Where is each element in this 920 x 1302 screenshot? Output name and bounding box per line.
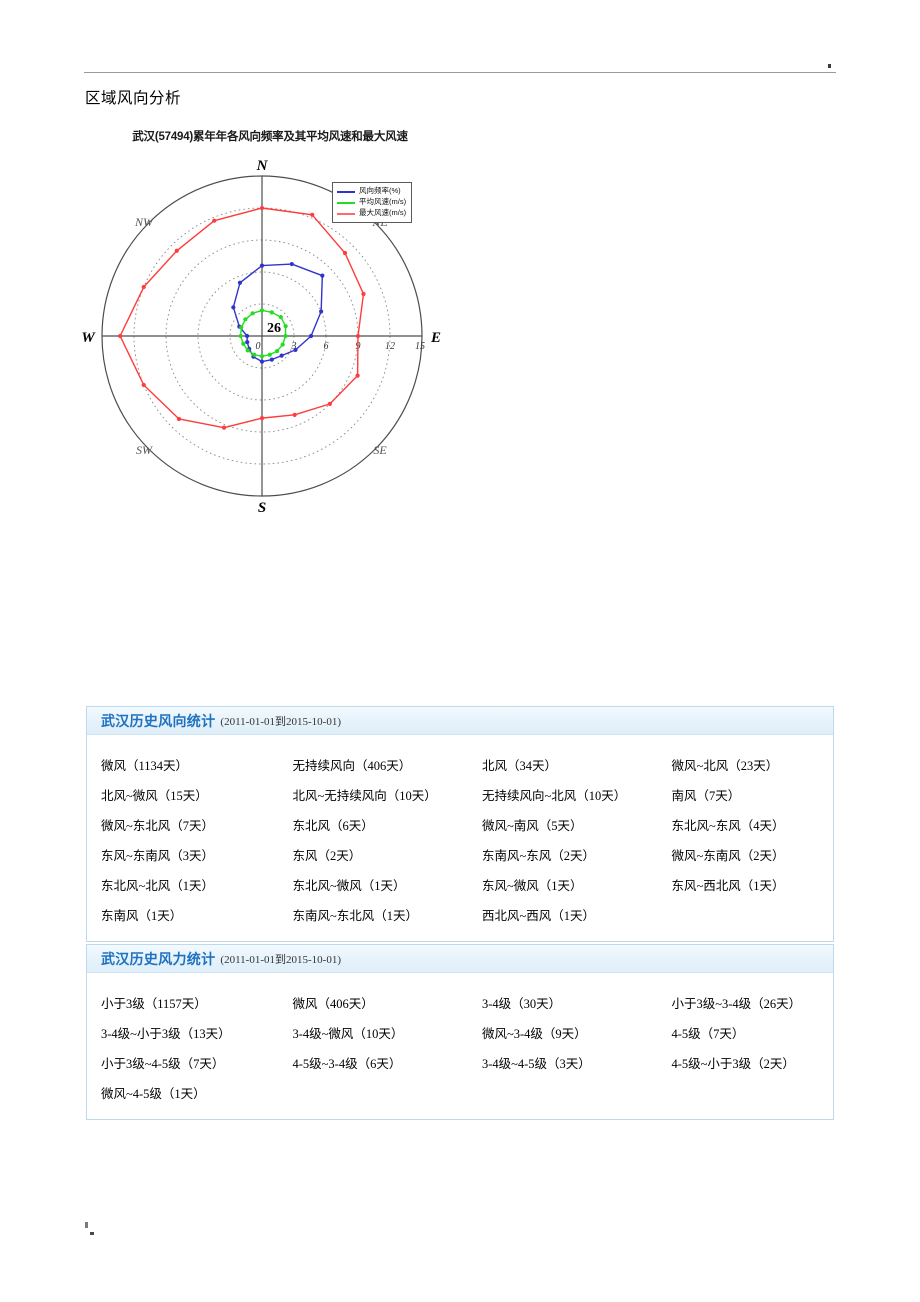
stat-cell: 北风~微风（15天） — [101, 788, 208, 803]
svg-text:3: 3 — [291, 341, 297, 352]
legend-label-avg-speed: 平均风速(m/s) — [359, 197, 407, 207]
panel-title-force: 武汉历史风力统计 — [101, 952, 216, 968]
page-header-rule — [84, 72, 836, 73]
wind-rose-figure: 武汉(57494)累年年各风向频率及其平均风速和最大风速 N S E W NE … — [60, 128, 480, 528]
stat-cell: 东北风（6天） — [292, 818, 374, 833]
stat-cell: 东风~东南风（3天） — [101, 848, 215, 863]
legend-swatch-avg-speed — [337, 201, 355, 204]
stat-cell: 小于3级（1157天） — [101, 996, 207, 1011]
wind-rose-plot: N S E W NE NW SE SW 0 3 6 9 12 15 26 风向频… — [60, 146, 480, 528]
svg-text:E: E — [430, 330, 441, 346]
svg-text:12: 12 — [385, 341, 395, 352]
svg-text:S: S — [258, 500, 266, 516]
stat-cell: 微风~4-5级（1天） — [101, 1086, 206, 1101]
legend-item-frequency: 风向频率(%) — [337, 186, 406, 197]
legend-item-max-speed: 最大风速(m/s) — [337, 208, 406, 219]
svg-text:W: W — [81, 330, 96, 346]
wind-direction-stats-panel: 武汉历史风向统计 (2011-01-01到2015-10-01) 微风（1134… — [86, 706, 834, 942]
stat-row: 3-4级~小于3级（13天） 3-4级~微风（10天） 微风~3-4级（9天） 4-5… — [87, 1017, 833, 1047]
stat-cell: 小于3级~3-4级（26天） — [671, 996, 802, 1011]
stat-cell: 北风（34天） — [481, 758, 557, 773]
stat-cell: 西北风~西风（1天） — [481, 908, 595, 923]
stat-row: 微风~东北风（7天） 东北风（6天） 微风~南风（5天） 东北风~东风（4天） — [87, 809, 833, 839]
stat-cell: 微风~南风（5天） — [481, 818, 583, 833]
panel-header-force: 武汉历史风力统计 (2011-01-01到2015-10-01) — [87, 945, 833, 973]
stat-cell: 4-5级~3-4级（6天） — [292, 1056, 402, 1071]
stat-cell: 微风~北风（23天） — [671, 758, 779, 773]
stat-cell: 东风~西北风（1天） — [671, 878, 785, 893]
stat-row: 小于3级~4-5级（7天） 4-5级~3-4级（6天） 3-4级~4-5级（3天） 4… — [87, 1047, 833, 1077]
stat-cell: 东北风~微风（1天） — [292, 878, 406, 893]
stat-cell: 微风~东北风（7天） — [101, 818, 215, 833]
stat-row: 北风~微风（15天） 北风~无持续风向（10天） 无持续风向~北风（10天） 南风（7… — [87, 779, 833, 809]
stat-cell: 3-4级（30天） — [481, 996, 562, 1011]
svg-text:NW: NW — [134, 215, 154, 229]
panel-title-direction: 武汉历史风向统计 — [101, 714, 216, 730]
svg-text:15: 15 — [415, 341, 425, 352]
stat-cell: 东北风~东风（4天） — [671, 818, 785, 833]
svg-text:SW: SW — [136, 443, 153, 457]
figure-title: 武汉(57494)累年年各风向频率及其平均风速和最大风速 — [132, 131, 408, 143]
rose-series-1 — [238, 308, 288, 359]
stat-cell: 3-4级~微风（10天） — [292, 1026, 404, 1041]
stat-cell: 微风（406天） — [292, 996, 374, 1011]
stat-cell: 4-5级（7天） — [671, 1026, 745, 1041]
panel-body-direction: 微风（1134天） 无持续风向（406天） 北风（34天） 微风~北风（23天） 北风~… — [87, 735, 833, 941]
stat-cell: 微风~3-4级（9天） — [481, 1026, 587, 1041]
stat-cell: 东风（2天） — [292, 848, 362, 863]
svg-text:0: 0 — [256, 341, 261, 352]
stat-row: 小于3级（1157天） 微风（406天） 3-4级（30天） 小于3级~3-4级（26… — [87, 987, 833, 1017]
legend-swatch-max-speed — [337, 212, 355, 215]
stat-cell: 东北风~北风（1天） — [101, 878, 215, 893]
svg-text:6: 6 — [324, 341, 329, 352]
panel-range-direction: (2011-01-01到2015-10-01) — [220, 715, 341, 728]
page-footer-mark-a — [85, 1222, 88, 1228]
stat-cell: 东风~微风（1天） — [481, 878, 583, 893]
svg-text:N: N — [256, 158, 269, 174]
stat-cell: 东南风~东北风（1天） — [292, 908, 418, 923]
stat-row: 东南风（1天） 东南风~东北风（1天） 西北风~西风（1天） — [87, 899, 833, 929]
stat-cell: 3-4级~小于3级（13天） — [101, 1026, 231, 1041]
stat-cell: 南风（7天） — [671, 788, 741, 803]
stat-cell: 3-4级~4-5级（3天） — [481, 1056, 591, 1071]
stat-row: 东北风~北风（1天） 东北风~微风（1天） 东风~微风（1天） 东风~西北风（1天） — [87, 869, 833, 899]
stat-cell: 微风（1134天） — [101, 758, 189, 773]
page-footer-mark-b — [90, 1232, 94, 1235]
legend-item-avg-speed: 平均风速(m/s) — [337, 197, 406, 208]
legend-swatch-frequency — [337, 190, 355, 193]
svg-text:SE: SE — [373, 443, 387, 457]
stat-cell: 东南风~东风（2天） — [481, 848, 595, 863]
stat-cell: 微风~东南风（2天） — [671, 848, 785, 863]
rose-series-2 — [118, 205, 366, 430]
stat-row: 微风（1134天） 无持续风向（406天） 北风（34天） 微风~北风（23天） — [87, 749, 833, 779]
panel-range-force: (2011-01-01到2015-10-01) — [220, 953, 341, 966]
page-header-mark — [828, 64, 831, 68]
stat-cell: 北风~无持续风向（10天） — [292, 788, 437, 803]
panel-header-direction: 武汉历史风向统计 (2011-01-01到2015-10-01) — [87, 707, 833, 735]
chart-legend: 风向频率(%) 平均风速(m/s) 最大风速(m/s) — [332, 182, 413, 223]
page-title: 区域风向分析 — [85, 90, 182, 107]
wind-force-stats-panel: 武汉历史风力统计 (2011-01-01到2015-10-01) 小于3级（11… — [86, 944, 834, 1120]
wind-rose-svg: N S E W NE NW SE SW 0 3 6 9 12 15 26 — [81, 158, 441, 516]
rose-series-0 — [231, 261, 325, 364]
stat-cell: 无持续风向~北风（10天） — [481, 788, 627, 803]
legend-label-max-speed: 最大风速(m/s) — [359, 208, 407, 218]
rose-center-annotation: 26 — [267, 321, 281, 336]
stat-cell: 小于3级~4-5级（7天） — [101, 1056, 225, 1071]
rose-series-layer — [118, 205, 366, 430]
stat-row: 微风~4-5级（1天） — [87, 1077, 833, 1107]
stat-row: 东风~东南风（3天） 东风（2天） 东南风~东风（2天） 微风~东南风（2天） — [87, 839, 833, 869]
stat-cell: 东南风（1天） — [101, 908, 183, 923]
panel-body-force: 小于3级（1157天） 微风（406天） 3-4级（30天） 小于3级~3-4级（26… — [87, 973, 833, 1119]
stat-cell: 4-5级~小于3级（2天） — [671, 1056, 795, 1071]
stat-cell: 无持续风向（406天） — [292, 758, 412, 773]
legend-label-frequency: 风向频率(%) — [359, 186, 401, 196]
